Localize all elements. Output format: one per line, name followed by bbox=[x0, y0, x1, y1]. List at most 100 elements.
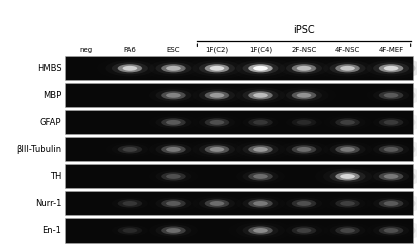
Bar bbox=[65, 191, 413, 215]
Ellipse shape bbox=[323, 141, 372, 158]
Ellipse shape bbox=[149, 114, 198, 130]
Bar bbox=[65, 164, 413, 188]
Ellipse shape bbox=[329, 197, 365, 209]
Ellipse shape bbox=[141, 58, 206, 79]
Ellipse shape bbox=[161, 64, 186, 72]
Bar bbox=[65, 137, 413, 161]
Ellipse shape bbox=[335, 145, 360, 153]
Ellipse shape bbox=[156, 197, 191, 209]
Ellipse shape bbox=[292, 199, 316, 207]
Ellipse shape bbox=[236, 60, 285, 76]
Text: 1F(C4): 1F(C4) bbox=[249, 46, 272, 53]
Ellipse shape bbox=[315, 166, 380, 187]
Ellipse shape bbox=[248, 118, 273, 126]
Ellipse shape bbox=[367, 195, 416, 212]
Ellipse shape bbox=[323, 195, 372, 212]
Ellipse shape bbox=[199, 62, 235, 74]
Ellipse shape bbox=[384, 201, 398, 206]
Ellipse shape bbox=[253, 228, 268, 233]
Text: TH: TH bbox=[50, 172, 61, 181]
Ellipse shape bbox=[184, 193, 250, 214]
Ellipse shape bbox=[193, 141, 241, 158]
Ellipse shape bbox=[367, 114, 416, 130]
Ellipse shape bbox=[359, 84, 417, 106]
Ellipse shape bbox=[184, 84, 250, 106]
Ellipse shape bbox=[279, 195, 329, 212]
Ellipse shape bbox=[141, 220, 206, 241]
Ellipse shape bbox=[141, 84, 206, 106]
Ellipse shape bbox=[199, 197, 235, 209]
Ellipse shape bbox=[184, 112, 250, 133]
Ellipse shape bbox=[286, 89, 322, 101]
Ellipse shape bbox=[205, 64, 229, 72]
Bar bbox=[65, 56, 413, 80]
Ellipse shape bbox=[340, 201, 355, 206]
Ellipse shape bbox=[323, 114, 372, 130]
Ellipse shape bbox=[193, 87, 241, 103]
Ellipse shape bbox=[166, 174, 181, 179]
Ellipse shape bbox=[379, 199, 403, 207]
Ellipse shape bbox=[340, 228, 355, 233]
Ellipse shape bbox=[161, 226, 186, 235]
Ellipse shape bbox=[329, 143, 365, 155]
Ellipse shape bbox=[367, 222, 416, 239]
Ellipse shape bbox=[335, 226, 360, 235]
Ellipse shape bbox=[315, 58, 380, 79]
Ellipse shape bbox=[106, 60, 154, 76]
Text: neg: neg bbox=[80, 47, 93, 53]
Ellipse shape bbox=[156, 117, 191, 128]
Ellipse shape bbox=[296, 120, 311, 125]
Ellipse shape bbox=[373, 143, 409, 155]
Ellipse shape bbox=[118, 64, 142, 72]
Ellipse shape bbox=[141, 139, 206, 160]
Ellipse shape bbox=[384, 228, 398, 233]
Ellipse shape bbox=[112, 143, 148, 155]
Ellipse shape bbox=[156, 89, 191, 101]
Ellipse shape bbox=[112, 225, 148, 237]
Ellipse shape bbox=[384, 147, 398, 152]
Ellipse shape bbox=[205, 199, 229, 207]
Bar bbox=[65, 218, 413, 243]
Ellipse shape bbox=[236, 141, 285, 158]
Ellipse shape bbox=[296, 201, 311, 206]
Ellipse shape bbox=[248, 199, 273, 207]
Ellipse shape bbox=[373, 197, 409, 209]
Ellipse shape bbox=[373, 225, 409, 237]
Ellipse shape bbox=[359, 193, 417, 214]
Ellipse shape bbox=[253, 120, 268, 125]
Ellipse shape bbox=[210, 93, 224, 98]
Ellipse shape bbox=[359, 220, 417, 241]
Ellipse shape bbox=[286, 197, 322, 209]
Ellipse shape bbox=[329, 171, 365, 182]
Ellipse shape bbox=[243, 62, 279, 74]
Ellipse shape bbox=[161, 172, 186, 181]
Ellipse shape bbox=[271, 193, 337, 214]
Ellipse shape bbox=[228, 166, 293, 187]
Ellipse shape bbox=[379, 91, 403, 99]
Ellipse shape bbox=[271, 58, 337, 79]
Ellipse shape bbox=[329, 225, 365, 237]
Text: ESC: ESC bbox=[167, 47, 180, 53]
Text: GFAP: GFAP bbox=[40, 118, 61, 127]
Ellipse shape bbox=[205, 145, 229, 153]
Ellipse shape bbox=[161, 199, 186, 207]
Ellipse shape bbox=[253, 201, 268, 206]
Ellipse shape bbox=[199, 143, 235, 155]
Ellipse shape bbox=[279, 60, 329, 76]
Ellipse shape bbox=[243, 117, 279, 128]
Ellipse shape bbox=[335, 172, 360, 181]
Ellipse shape bbox=[379, 172, 403, 181]
Ellipse shape bbox=[384, 93, 398, 98]
Ellipse shape bbox=[228, 220, 293, 241]
Text: Nurr-1: Nurr-1 bbox=[35, 199, 61, 208]
Ellipse shape bbox=[286, 143, 322, 155]
Ellipse shape bbox=[141, 166, 206, 187]
Ellipse shape bbox=[106, 195, 154, 212]
Text: iPSC: iPSC bbox=[293, 25, 315, 35]
Ellipse shape bbox=[279, 141, 329, 158]
Ellipse shape bbox=[253, 66, 268, 71]
Ellipse shape bbox=[149, 87, 198, 103]
Ellipse shape bbox=[379, 226, 403, 235]
Ellipse shape bbox=[210, 201, 224, 206]
Text: 4F-MEF: 4F-MEF bbox=[379, 47, 404, 53]
